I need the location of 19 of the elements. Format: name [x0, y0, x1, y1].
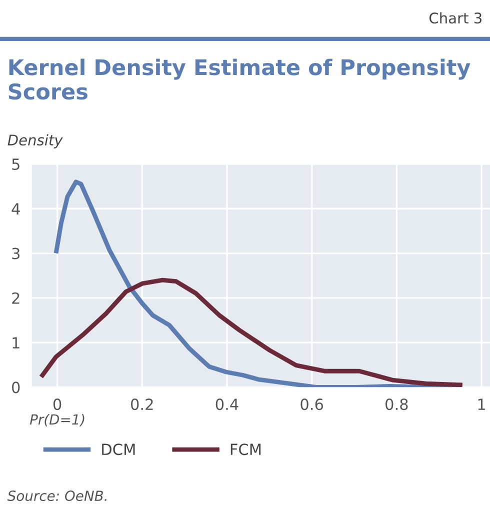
x-tick-label: 1	[478, 398, 485, 410]
x-tick-label: 0.4	[216, 398, 238, 410]
source-note: Source: OeNB.	[7, 490, 106, 502]
caption: Chart 3	[429, 12, 482, 24]
y-tick-label: 5	[12, 158, 20, 170]
legend-label: FCM	[230, 444, 261, 456]
x-tick-label: 0.2	[131, 398, 153, 410]
y-tick-label: 0	[12, 382, 20, 394]
y-tick-label: 3	[12, 248, 20, 260]
x-axis-title: Pr(D=1)	[30, 414, 84, 426]
x-tick-label: 0.6	[300, 398, 324, 410]
y-tick-label: 4	[12, 203, 20, 214]
y-tick-label: 1	[12, 337, 20, 348]
x-tick-label: 0	[53, 398, 62, 410]
legend-label: DCM	[102, 444, 135, 456]
y-tick-label: 2	[12, 292, 20, 304]
y-axis-title: Density	[8, 134, 63, 148]
chart-title: Kernel Density Estimate of Propensity Scores	[8, 58, 470, 100]
x-tick-label: 0.8	[386, 398, 408, 410]
